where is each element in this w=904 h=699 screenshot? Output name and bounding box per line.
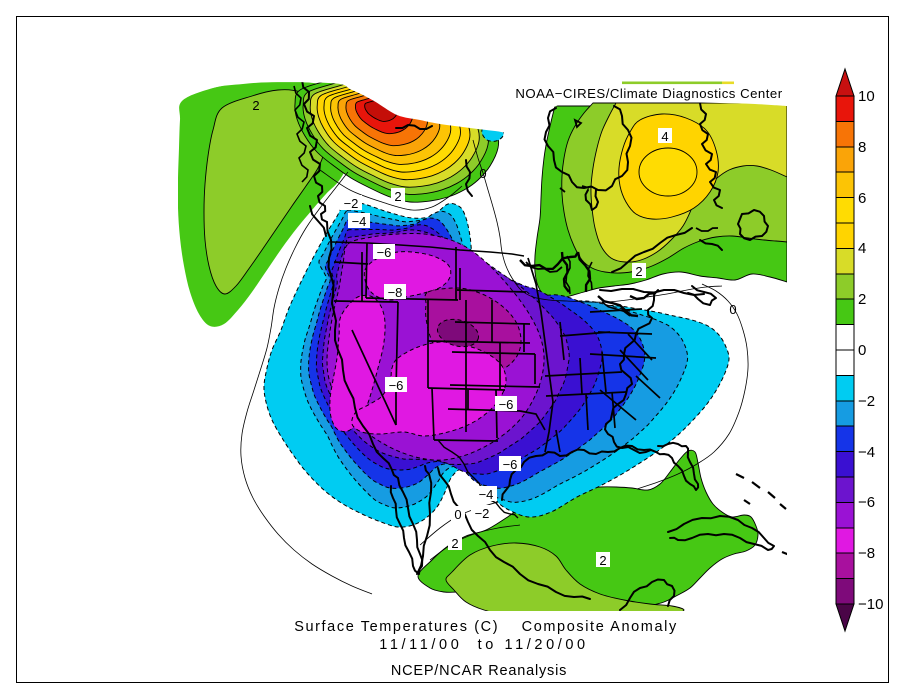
svg-text:NCEP/NCAR Reanalysis: NCEP/NCAR Reanalysis xyxy=(391,663,567,679)
svg-text:2: 2 xyxy=(252,98,259,113)
svg-text:−8: −8 xyxy=(858,545,875,562)
svg-text:−6: −6 xyxy=(389,378,404,393)
svg-text:6: 6 xyxy=(858,190,866,207)
svg-text:0: 0 xyxy=(729,302,736,317)
svg-text:−8: −8 xyxy=(388,285,403,300)
svg-text:11/11/00 to 11/20/00: 11/11/00 to 11/20/00 xyxy=(379,637,588,653)
svg-text:2: 2 xyxy=(599,553,606,568)
svg-text:4: 4 xyxy=(858,240,866,257)
svg-text:−2: −2 xyxy=(344,196,359,211)
svg-text:0: 0 xyxy=(858,342,866,359)
svg-text:2: 2 xyxy=(451,536,458,551)
svg-text:−6: −6 xyxy=(503,457,518,472)
svg-text:10: 10 xyxy=(858,88,875,105)
svg-text:2: 2 xyxy=(635,264,642,279)
svg-text:−6: −6 xyxy=(858,494,875,511)
svg-text:−2: −2 xyxy=(475,506,490,521)
svg-text:−4: −4 xyxy=(352,214,367,229)
svg-text:2: 2 xyxy=(394,189,401,204)
svg-text:−10: −10 xyxy=(858,596,883,613)
svg-text:−4: −4 xyxy=(858,444,875,461)
svg-text:−6: −6 xyxy=(377,245,392,260)
svg-text:2: 2 xyxy=(858,291,866,308)
svg-text:−6: −6 xyxy=(499,397,514,412)
svg-text:8: 8 xyxy=(858,139,866,156)
svg-text:NOAA−CIRES/Climate Diagnostics: NOAA−CIRES/Climate Diagnostics Center xyxy=(515,86,782,101)
svg-text:4: 4 xyxy=(661,129,668,144)
svg-text:Surface Temperatures (C) Co: Surface Temperatures (C) Composite Anoma… xyxy=(294,619,678,635)
svg-text:0: 0 xyxy=(454,507,461,522)
svg-text:−2: −2 xyxy=(858,393,875,410)
svg-text:−4: −4 xyxy=(479,487,494,502)
svg-text:0: 0 xyxy=(479,166,486,181)
